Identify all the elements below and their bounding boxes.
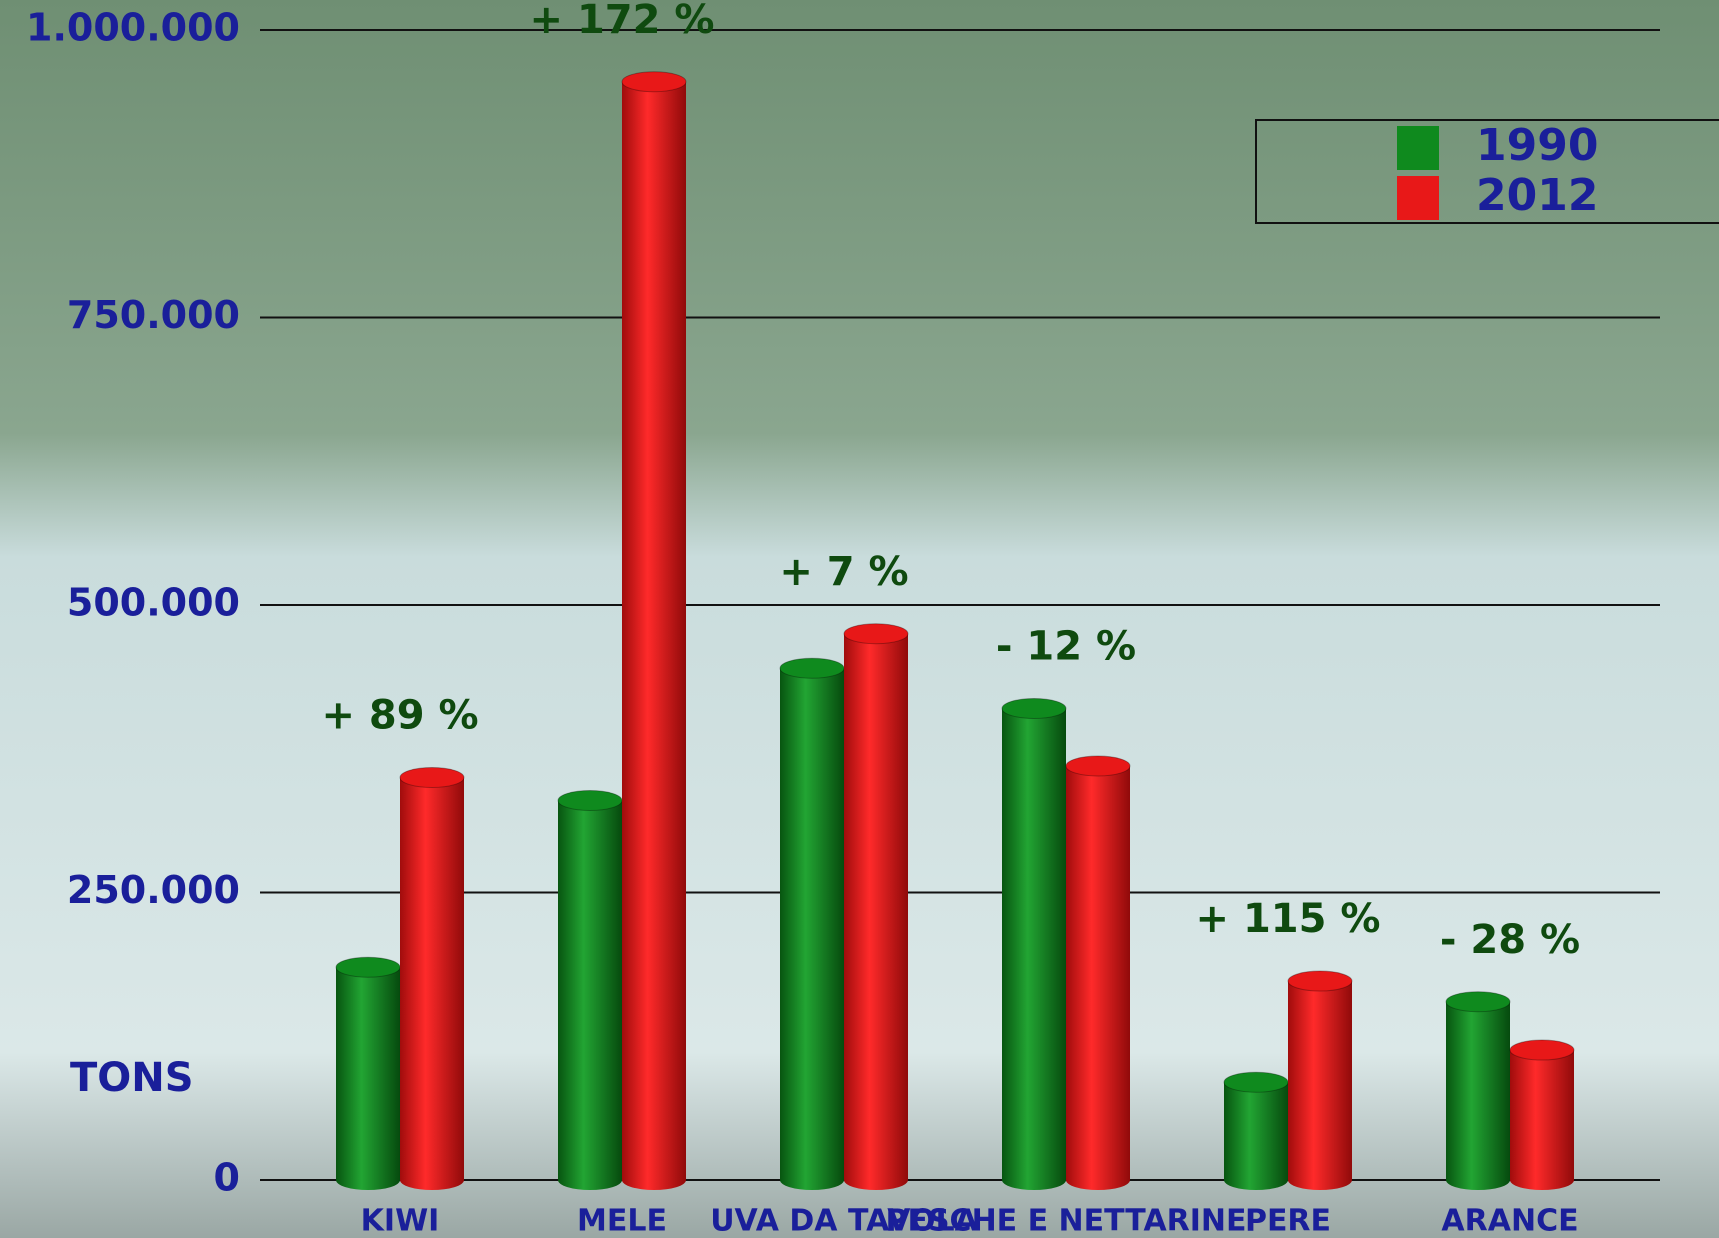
annotation: - 12 % [996,624,1136,670]
bar-base [558,1170,622,1190]
bar-cap [1509,1039,1575,1061]
x-tick-label: ARANCE [1441,1204,1578,1238]
bar-base [1224,1170,1288,1190]
bar-cap [1001,698,1067,719]
bar-base [336,1170,400,1190]
bar-base [1002,1170,1066,1190]
y-tick-label: 250.000 [67,868,240,912]
bar-cap [1065,755,1131,777]
bar [1066,766,1130,1180]
bar-base [844,1170,908,1190]
bar [336,967,400,1180]
bar-cap [1223,1071,1289,1093]
x-tick-label: MELE [577,1204,667,1238]
bar [1510,1050,1574,1180]
bar-base [622,1170,686,1190]
bar-base [1066,1170,1130,1190]
annotation: + 172 % [530,0,715,43]
bar-cap [557,790,623,811]
bar-cap [779,657,845,679]
x-tick-label: KIWI [361,1204,440,1238]
bar [1446,1001,1510,1180]
bar-cap [335,956,401,978]
bar [780,668,844,1180]
legend-label: 1990 [1476,120,1598,171]
bar-base [1446,1170,1510,1190]
bar [1224,1082,1288,1180]
bar [558,800,622,1180]
y-tick-label: 1.000.000 [26,6,240,50]
bar [400,777,464,1180]
bar-cap [1287,970,1353,992]
y-tick-label: 500.000 [67,581,240,625]
legend-label: 2012 [1476,170,1598,221]
x-tick-label: PESCHE E NETTARINE [885,1204,1246,1238]
x-tick-label: PERE [1245,1204,1331,1238]
legend-swatch [1397,176,1439,220]
bar-cap [843,623,909,645]
bar-cap [621,71,687,93]
annotation: + 115 % [1196,896,1381,942]
x-tick-label: UVA DA TAVOLA [710,1204,978,1238]
bar-base [1510,1170,1574,1190]
y-axis-label: TONS [70,1055,194,1101]
bar [1288,981,1352,1180]
bar [622,81,686,1180]
legend-swatch [1397,126,1439,170]
legend-box [1255,119,1719,224]
bar-cap [1445,991,1511,1013]
bar-base [1288,1170,1352,1190]
annotation: + 89 % [321,693,478,739]
bar-base [400,1170,464,1190]
annotation: - 28 % [1440,917,1580,963]
bar [844,633,908,1180]
bar-cap [399,767,465,788]
bar-base [780,1170,844,1190]
bar [1002,708,1066,1180]
y-tick-label: 750.000 [67,293,240,337]
annotation: + 7 % [779,549,908,595]
y-tick-label: 0 [214,1156,240,1200]
